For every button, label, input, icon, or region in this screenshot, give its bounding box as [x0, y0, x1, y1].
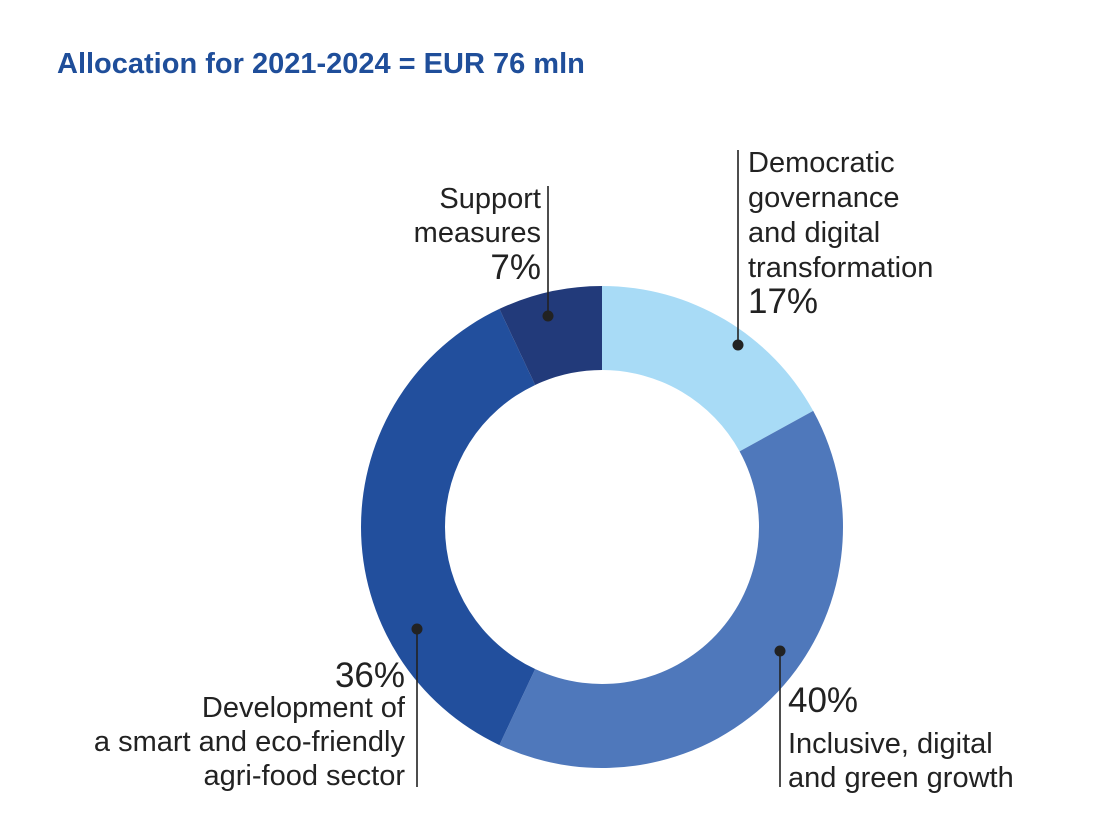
slice-value-label-inclusive-digital-and-green-growth: 40%: [788, 681, 858, 720]
leader-dot-democratic-governance-and-digital-transformation: [732, 339, 744, 351]
slice-label-inclusive-digital-and-green-growth-line-2: and green growth: [788, 762, 1014, 794]
slice-democratic-governance-and-digital-transformation: [602, 286, 814, 452]
slice-value-label-support-measures: 7%: [490, 248, 541, 287]
slice-support-measures: [499, 286, 602, 385]
leader-dot-development-of-a-smart-and-eco-friendly-agri-food-sector: [411, 623, 423, 635]
slice-label-democratic-governance-and-digital-transformation-line-4: transformation: [748, 252, 933, 284]
slice-label-development-of-a-smart-and-eco-friendly-agri-food-sector-line-3: agri-food sector: [204, 760, 406, 792]
slice-label-inclusive-digital-and-green-growth-line-1: Inclusive, digital: [788, 728, 993, 760]
donut-slices: [361, 286, 844, 768]
slice-value-label-development-of-a-smart-and-eco-friendly-agri-food-sector: 36%: [335, 656, 405, 695]
slice-development-of-a-smart-and-eco-friendly-agri-food-sector: [361, 308, 536, 746]
slice-label-democratic-governance-and-digital-transformation-line-3: and digital: [748, 217, 880, 249]
slice-label-development-of-a-smart-and-eco-friendly-agri-food-sector-line-2: a smart and eco-friendly: [94, 726, 406, 758]
leader-dot-inclusive-digital-and-green-growth: [774, 645, 786, 657]
slice-label-support-measures-line-1: Support: [439, 183, 541, 215]
slice-label-support-measures-line-2: measures: [414, 217, 541, 249]
leader-dot-support-measures: [542, 310, 554, 322]
slice-label-democratic-governance-and-digital-transformation-line-2: governance: [748, 182, 900, 214]
slice-inclusive-digital-and-green-growth: [499, 410, 844, 768]
chart-title: Allocation for 2021-2024 = EUR 76 mln: [57, 48, 585, 80]
slice-label-development-of-a-smart-and-eco-friendly-agri-food-sector-line-1: Development of: [202, 692, 406, 724]
slice-value-label-democratic-governance-and-digital-transformation: 17%: [748, 282, 818, 321]
slice-label-democratic-governance-and-digital-transformation-line-1: Democratic: [748, 147, 895, 179]
